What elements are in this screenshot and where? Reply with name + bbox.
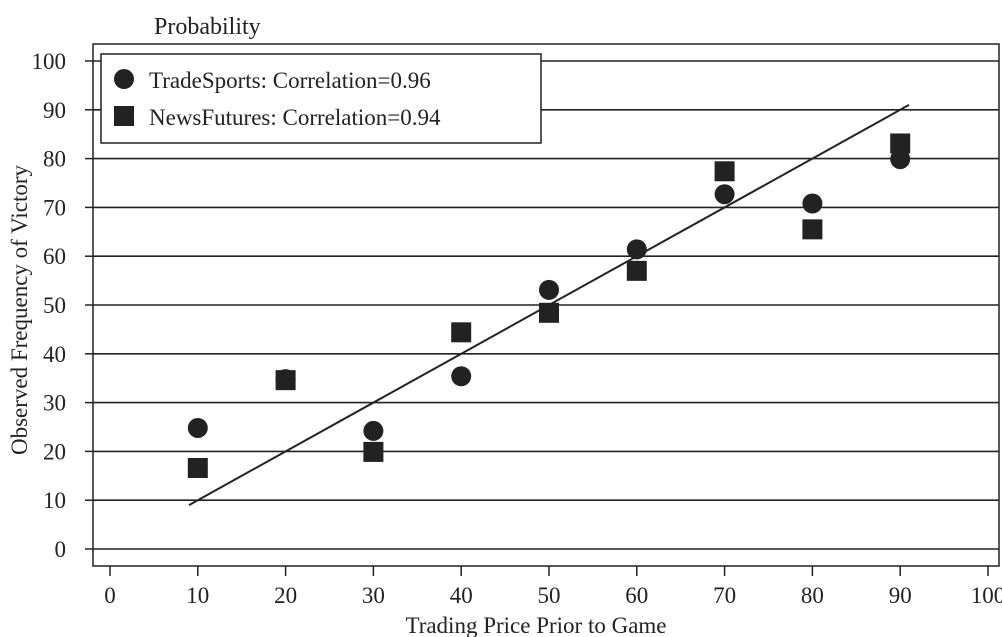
point-tradesports-60 <box>626 239 647 260</box>
y-tick-label-40: 40 <box>43 342 66 367</box>
x-tick-label-70: 70 <box>713 583 736 608</box>
x-axis-label: Trading Price Prior to Game <box>405 613 666 637</box>
point-newsfutures-90 <box>890 133 911 154</box>
legend-label-newsfutures: NewsFutures: Correlation=0.94 <box>149 105 441 130</box>
point-newsfutures-80 <box>802 219 823 240</box>
data-points <box>187 133 911 478</box>
y-tick-label-70: 70 <box>43 195 66 220</box>
y-tick-label-30: 30 <box>43 391 66 416</box>
point-newsfutures-70 <box>714 161 735 182</box>
axes: 0 10 20 30 40 50 60 70 80 90 100 0 10 20 30 40 50 60 70 80 9… <box>32 49 1002 608</box>
legend: TradeSports: Correlation=0.96 NewsFuture… <box>100 53 542 144</box>
x-tick-label-100: 100 <box>971 583 1002 608</box>
x-tick-label-40: 40 <box>450 583 473 608</box>
x-tick-label-20: 20 <box>274 583 297 608</box>
legend-label-tradesports: TradeSports: Correlation=0.96 <box>149 68 431 93</box>
point-tradesports-20 <box>275 369 296 390</box>
point-tradesports-70 <box>714 184 735 205</box>
point-newsfutures-40 <box>451 322 472 343</box>
y-tick-label-90: 90 <box>43 98 66 123</box>
x-tick-label-50: 50 <box>538 583 561 608</box>
legend-box <box>100 53 542 144</box>
y-tick-label-80: 80 <box>43 147 66 172</box>
legend-marker-newsfutures <box>114 106 134 126</box>
point-newsfutures-10 <box>187 457 208 478</box>
y-tick-label-100: 100 <box>32 49 67 74</box>
chart-title: Probability <box>154 14 261 40</box>
y-tick-label-10: 10 <box>43 488 66 513</box>
point-tradesports-40 <box>451 366 472 387</box>
legend-marker-tradesports <box>114 69 134 89</box>
point-newsfutures-50 <box>539 302 559 323</box>
point-newsfutures-30 <box>363 441 384 462</box>
x-tick-label-60: 60 <box>625 583 648 608</box>
point-tradesports-80 <box>802 193 823 214</box>
x-tick-label-10: 10 <box>186 583 209 608</box>
x-tick-label-80: 80 <box>801 583 824 608</box>
y-tick-label-50: 50 <box>43 293 66 318</box>
x-tick-label-30: 30 <box>362 583 385 608</box>
point-tradesports-90 <box>890 149 911 170</box>
y-tick-label-60: 60 <box>43 244 66 269</box>
y-axis-label: Observed Frequency of Victory <box>7 164 32 455</box>
x-tick-label-0: 0 <box>104 583 116 608</box>
x-tick-label-90: 90 <box>889 583 912 608</box>
point-newsfutures-60 <box>626 260 647 281</box>
point-tradesports-50 <box>539 279 559 300</box>
y-tick-label-0: 0 <box>55 537 67 562</box>
point-tradesports-30 <box>363 420 384 441</box>
y-tick-label-20: 20 <box>43 439 66 464</box>
point-tradesports-10 <box>187 417 208 438</box>
